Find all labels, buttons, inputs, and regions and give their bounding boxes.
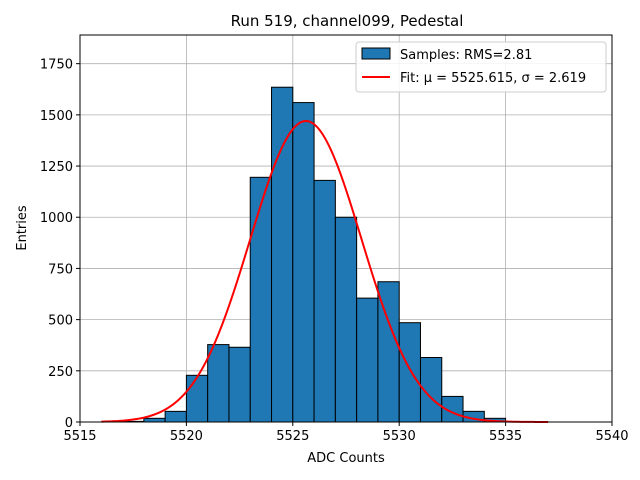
x-tick-label: 5540 [595, 429, 628, 444]
x-tick-label: 5515 [63, 429, 96, 444]
fit-curve-group [101, 119, 549, 423]
legend-histogram-label: Samples: RMS=2.81 [400, 48, 532, 63]
legend: Samples: RMS=2.81 Fit: μ = 5525.615, σ =… [355, 41, 607, 93]
legend-box [355, 41, 607, 93]
histogram-bars [122, 86, 507, 423]
x-tick-label: 5530 [383, 429, 416, 444]
chart-title: Run 519, channel099, Pedestal [231, 12, 464, 30]
histogram-bar [356, 297, 379, 423]
histogram-bar [398, 322, 421, 423]
histogram-bar [228, 346, 251, 423]
y-axis-ticks: 0 250 500 750 1000 1250 1500 1750 [40, 58, 80, 431]
y-tick-label: 500 [48, 314, 73, 329]
y-tick-label: 1000 [40, 211, 73, 226]
x-tick-label: 5535 [489, 429, 522, 444]
histogram-bar [249, 176, 273, 423]
y-tick-label: 1500 [40, 109, 73, 124]
y-tick-label: 1250 [40, 160, 73, 175]
histogram-bar [292, 102, 315, 423]
histogram-bar [143, 417, 166, 423]
x-tick-label: 5525 [276, 429, 309, 444]
y-tick-label: 750 [48, 262, 73, 277]
legend-histogram-swatch [361, 47, 391, 60]
histogram-bar [207, 344, 230, 423]
histogram-bar [271, 86, 294, 423]
y-tick-label: 0 [65, 416, 73, 431]
histogram-bar [164, 410, 187, 423]
x-axis-label: ADC Counts [307, 451, 385, 466]
legend-fit-label: Fit: μ = 5525.615, σ = 2.619 [400, 71, 586, 86]
y-tick-label: 1750 [40, 58, 73, 73]
x-axis-ticks: 5515 5520 5525 5530 5535 5540 [63, 422, 629, 444]
y-axis-label: Entries [15, 205, 30, 251]
histogram-bar [313, 179, 336, 423]
x-tick-label: 5520 [170, 429, 203, 444]
y-tick-label: 250 [48, 365, 73, 380]
fit-curve [101, 119, 549, 423]
histogram-bar [185, 374, 209, 423]
plot-frame [79, 34, 613, 423]
histogram-bar [334, 216, 358, 423]
